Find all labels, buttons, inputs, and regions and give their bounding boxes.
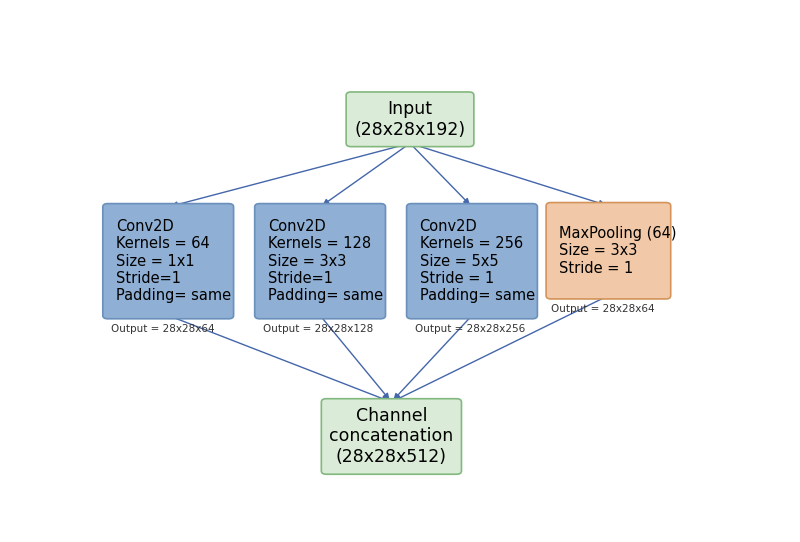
Text: Input
(28x28x192): Input (28x28x192) [354,100,466,139]
Text: Channel
concatenation
(28x28x512): Channel concatenation (28x28x512) [330,406,454,466]
Text: Conv2D
Kernels = 256
Size = 5x5
Stride = 1
Padding= same: Conv2D Kernels = 256 Size = 5x5 Stride =… [420,219,534,304]
FancyBboxPatch shape [102,204,234,319]
FancyBboxPatch shape [546,203,670,299]
FancyBboxPatch shape [322,399,462,474]
Text: MaxPooling (64)
Size = 3x3
Stride = 1: MaxPooling (64) Size = 3x3 Stride = 1 [559,226,677,276]
FancyBboxPatch shape [346,92,474,147]
Text: Conv2D
Kernels = 64
Size = 1x1
Stride=1
Padding= same: Conv2D Kernels = 64 Size = 1x1 Stride=1 … [116,219,231,304]
Text: Output = 28x28x64: Output = 28x28x64 [551,304,655,314]
Text: Conv2D
Kernels = 128
Size = 3x3
Stride=1
Padding= same: Conv2D Kernels = 128 Size = 3x3 Stride=1… [268,219,383,304]
FancyBboxPatch shape [406,204,538,319]
Text: Output = 28x28x128: Output = 28x28x128 [263,324,374,334]
FancyBboxPatch shape [254,204,386,319]
Text: Output = 28x28x64: Output = 28x28x64 [110,324,214,334]
Text: Output = 28x28x256: Output = 28x28x256 [415,324,526,334]
